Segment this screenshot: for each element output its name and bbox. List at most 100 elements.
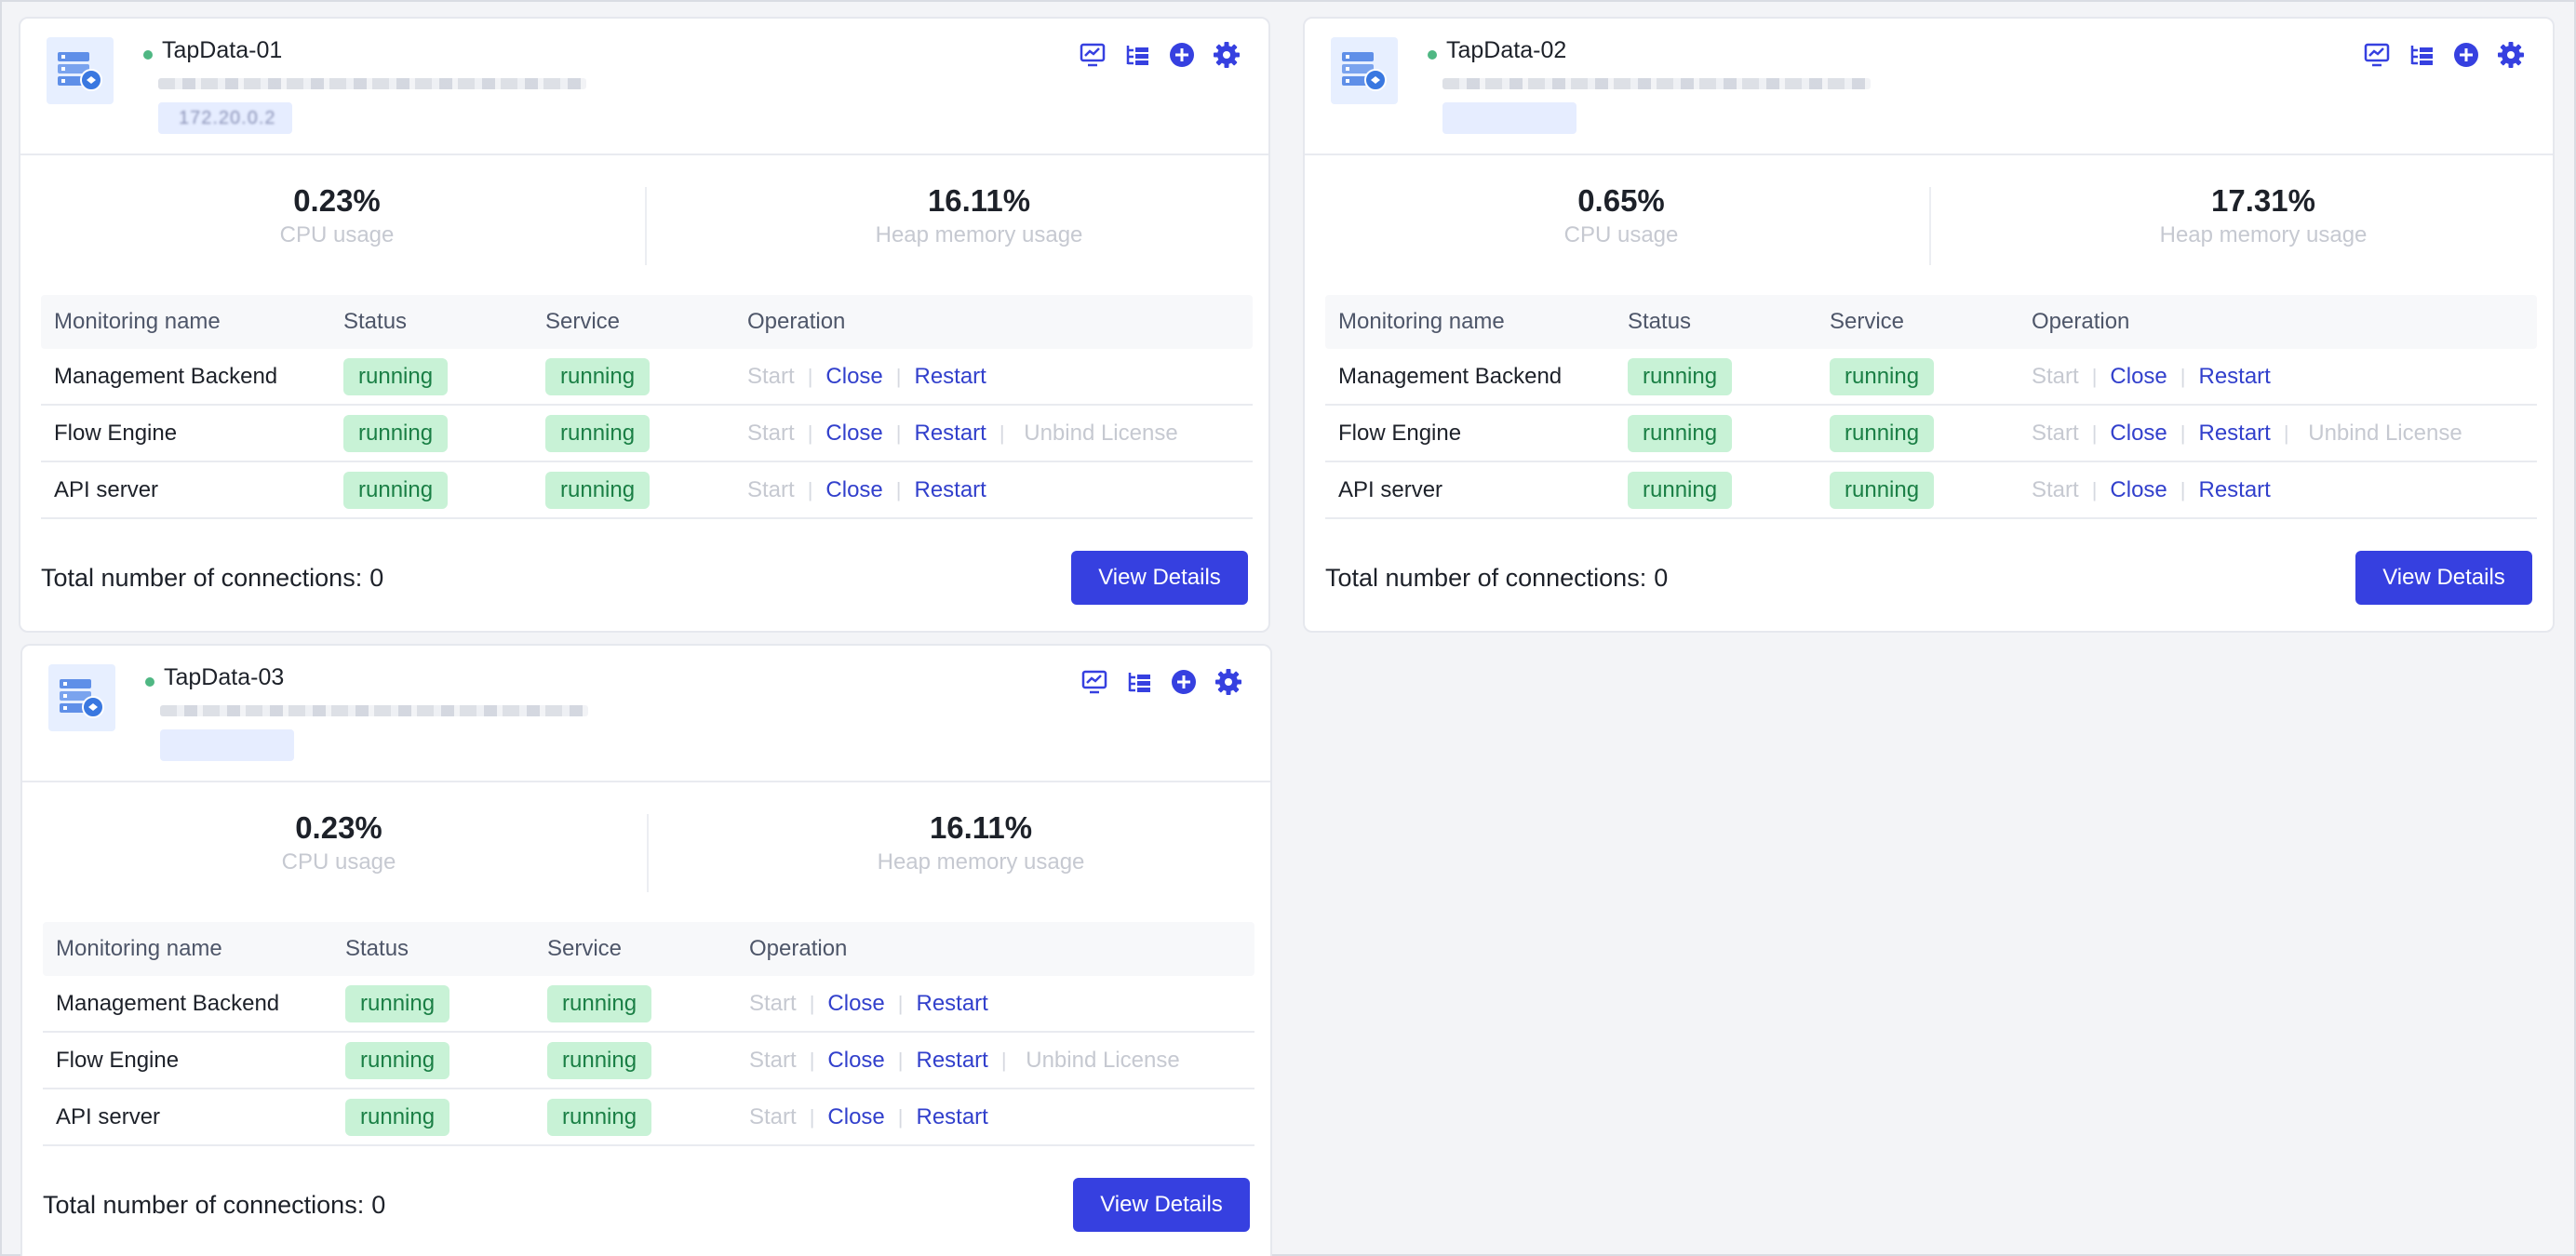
unbind-wrap: | Unbind License: [986, 421, 1178, 447]
list-tree-icon[interactable]: [2408, 41, 2435, 69]
start-button[interactable]: Start: [749, 1103, 797, 1129]
card-toolbar: [2363, 41, 2525, 69]
start-button[interactable]: Start: [749, 1047, 797, 1073]
table-body: Management Backend running running Start…: [41, 349, 1253, 519]
separator: |: [807, 477, 813, 501]
header-service: Service: [547, 936, 623, 961]
node-address-blurred: [158, 78, 586, 89]
plus-circle-icon[interactable]: [1170, 668, 1198, 696]
list-tree-icon[interactable]: [1125, 668, 1153, 696]
service-badge: running: [547, 1098, 652, 1136]
monitoring-table: Monitoring name Status Service Operation…: [43, 922, 1254, 1146]
node-card-tapdata-01: TapData-01 172.20.0.2 0.23% CPU usage 16…: [19, 17, 1270, 633]
close-button[interactable]: Close: [827, 990, 885, 1016]
unbind-license-button[interactable]: Unbind License: [2308, 420, 2462, 446]
cpu-stat: 0.23% CPU usage: [50, 810, 627, 875]
monitoring-name: API server: [54, 476, 159, 502]
header-status: Status: [343, 309, 408, 334]
service-badge: running: [547, 984, 652, 1022]
card-header: TapData-02: [1305, 19, 2553, 155]
list-tree-icon[interactable]: [1123, 41, 1151, 69]
total-connections: Total number of connections: 0: [43, 1191, 385, 1220]
view-details-button[interactable]: View Details: [1071, 551, 1248, 605]
view-details-button[interactable]: View Details: [1073, 1178, 1250, 1232]
cpu-stat: 0.23% CPU usage: [48, 183, 625, 248]
restart-button[interactable]: Restart: [914, 420, 986, 446]
online-status-dot: [143, 50, 153, 60]
service-badge: running: [1830, 414, 1935, 452]
separator: |: [809, 991, 815, 1015]
start-button[interactable]: Start: [747, 420, 795, 446]
ip-tag: [1442, 102, 1576, 134]
gear-icon[interactable]: [1213, 41, 1241, 69]
monitor-chart-icon[interactable]: [1079, 41, 1107, 69]
separator: |: [807, 364, 813, 388]
heap-stat: 16.11% Heap memory usage: [691, 183, 1268, 248]
node-address-blurred: [1442, 78, 1871, 89]
monitoring-name: Flow Engine: [56, 1047, 180, 1073]
plus-circle-icon[interactable]: [1168, 41, 1196, 69]
plus-circle-icon[interactable]: [2452, 41, 2480, 69]
service-badge: running: [1830, 357, 1935, 395]
status-badge: running: [345, 1098, 450, 1136]
monitoring-table: Monitoring name Status Service Operation…: [41, 295, 1253, 519]
unbind-license-button[interactable]: Unbind License: [1026, 1047, 1180, 1073]
close-button[interactable]: Close: [827, 1047, 885, 1073]
gear-icon[interactable]: [2497, 41, 2525, 69]
status-badge: running: [343, 357, 449, 395]
start-button[interactable]: Start: [747, 363, 795, 389]
start-button[interactable]: Start: [2032, 420, 2079, 446]
view-details-button[interactable]: View Details: [2355, 551, 2532, 605]
separator: |: [895, 364, 902, 388]
restart-button[interactable]: Restart: [914, 363, 986, 389]
status-badge: running: [343, 471, 449, 509]
separator: |: [809, 1104, 815, 1129]
monitoring-table: Monitoring name Status Service Operation…: [1325, 295, 2537, 519]
close-button[interactable]: Close: [2110, 476, 2167, 502]
restart-button[interactable]: Restart: [2198, 476, 2271, 502]
cpu-label: CPU usage: [1563, 222, 1679, 247]
table-row: API server running running Start | Close…: [41, 462, 1253, 519]
cpu-label: CPU usage: [279, 222, 395, 247]
gear-icon[interactable]: [1214, 668, 1242, 696]
header-monitoring-name: Monitoring name: [54, 309, 221, 334]
operation-links: Start | Close | Restart: [749, 1104, 1254, 1130]
start-button[interactable]: Start: [747, 476, 795, 502]
unbind-wrap: | Unbind License: [2271, 421, 2462, 447]
restart-button[interactable]: Restart: [916, 990, 988, 1016]
server-icon: [1331, 37, 1398, 104]
card-footer: Total number of connections: 0 View Deta…: [1325, 551, 2532, 605]
restart-button[interactable]: Restart: [914, 476, 986, 502]
monitoring-name: API server: [1338, 476, 1443, 502]
restart-button[interactable]: Restart: [2198, 420, 2271, 446]
close-button[interactable]: Close: [825, 420, 883, 446]
separator: |: [999, 421, 1005, 445]
restart-button[interactable]: Restart: [2198, 363, 2271, 389]
restart-button[interactable]: Restart: [916, 1103, 988, 1129]
cpu-value: 0.65%: [1577, 183, 1665, 218]
close-button[interactable]: Close: [825, 363, 883, 389]
operation-links: Start | Close | Restart: [2032, 364, 2537, 390]
heap-label: Heap memory usage: [877, 849, 1085, 875]
start-button[interactable]: Start: [2032, 363, 2079, 389]
close-button[interactable]: Close: [2110, 363, 2167, 389]
close-button[interactable]: Close: [825, 476, 883, 502]
start-button[interactable]: Start: [2032, 476, 2079, 502]
start-button[interactable]: Start: [749, 990, 797, 1016]
unbind-wrap: | Unbind License: [988, 1048, 1180, 1074]
total-connections-value: 0: [371, 1190, 386, 1219]
close-button[interactable]: Close: [827, 1103, 885, 1129]
monitor-chart-icon[interactable]: [1080, 668, 1108, 696]
close-button[interactable]: Close: [2110, 420, 2167, 446]
separator: |: [2180, 477, 2186, 501]
table-row: Management Backend running running Start…: [43, 976, 1254, 1033]
header-status: Status: [345, 936, 409, 961]
heap-stat: 17.31% Heap memory usage: [1975, 183, 2552, 248]
ip-tag: [160, 729, 294, 761]
unbind-license-button[interactable]: Unbind License: [1024, 420, 1178, 446]
ip-text: 172.20.0.2: [179, 108, 276, 128]
monitor-chart-icon[interactable]: [2363, 41, 2391, 69]
separator: |: [897, 991, 904, 1015]
restart-button[interactable]: Restart: [916, 1047, 988, 1073]
card-header: TapData-01 172.20.0.2: [20, 19, 1268, 155]
